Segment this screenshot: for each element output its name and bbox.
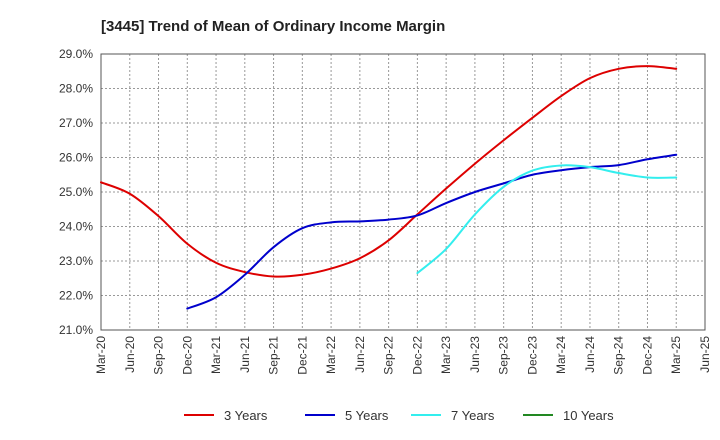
x-tick-label: Sep-21 (267, 336, 281, 375)
x-tick-label: Sep-20 (152, 336, 166, 375)
legend: 3 Years 5 Years 7 Years 10 Years (184, 408, 614, 423)
x-tick-label: Mar-25 (669, 336, 683, 374)
x-tick-label: Jun-25 (698, 336, 712, 373)
x-tick-label: Sep-22 (382, 336, 396, 375)
x-tick-label: Dec-22 (410, 336, 424, 375)
x-axis-tick-labels: Mar-20 Jun-20 Sep-20 Dec-20 Mar-21 Jun-21 Sep-… (94, 336, 712, 375)
legend-label-10-years: 10 Years (563, 408, 614, 423)
x-tick-label: Jun-20 (123, 336, 137, 373)
x-tick-label: Dec-24 (640, 336, 654, 375)
x-tick-label: Jun-22 (353, 336, 367, 373)
y-tick-label: 23.0% (59, 254, 93, 268)
y-tick-label: 24.0% (59, 220, 93, 234)
x-tick-label: Mar-20 (94, 336, 108, 374)
y-axis-tick-labels: 21.0% 22.0% 23.0% 24.0% 25.0% 26.0% 27.0% 28.0%… (59, 47, 93, 337)
legend-label-5-years: 5 Years (345, 408, 389, 423)
y-tick-label: 26.0% (59, 151, 93, 165)
y-tick-label: 22.0% (59, 289, 93, 303)
x-tick-label: Mar-23 (439, 336, 453, 374)
gridlines (101, 54, 705, 330)
series-line-7-years (416, 164, 678, 275)
y-tick-label: 29.0% (59, 47, 93, 61)
x-tick-label: Dec-23 (525, 336, 539, 375)
legend-label-3-years: 3 Years (224, 408, 268, 423)
series-line-5-years (186, 153, 678, 310)
y-tick-label: 28.0% (59, 82, 93, 96)
x-tick-label: Jun-24 (583, 336, 597, 373)
x-tick-label: Dec-20 (180, 336, 194, 375)
chart-title: [3445] Trend of Mean of Ordinary Income … (101, 18, 445, 35)
x-tick-label: Mar-21 (209, 336, 223, 374)
x-tick-label: Jun-23 (468, 336, 482, 373)
x-tick-label: Dec-21 (295, 336, 309, 375)
x-tick-label: Jun-21 (238, 336, 252, 373)
x-tick-label: Mar-24 (554, 336, 568, 374)
y-tick-label: 27.0% (59, 116, 93, 130)
legend-label-7-years: 7 Years (451, 408, 495, 423)
series-line-3-years (100, 65, 678, 278)
y-tick-label: 25.0% (59, 185, 93, 199)
x-tick-label: Mar-22 (324, 336, 338, 374)
x-tick-label: Sep-24 (612, 336, 626, 375)
x-tick-label: Sep-23 (497, 336, 511, 375)
plot-area-frame (100, 53, 706, 331)
series-lines (100, 65, 678, 310)
y-tick-label: 21.0% (59, 323, 93, 337)
